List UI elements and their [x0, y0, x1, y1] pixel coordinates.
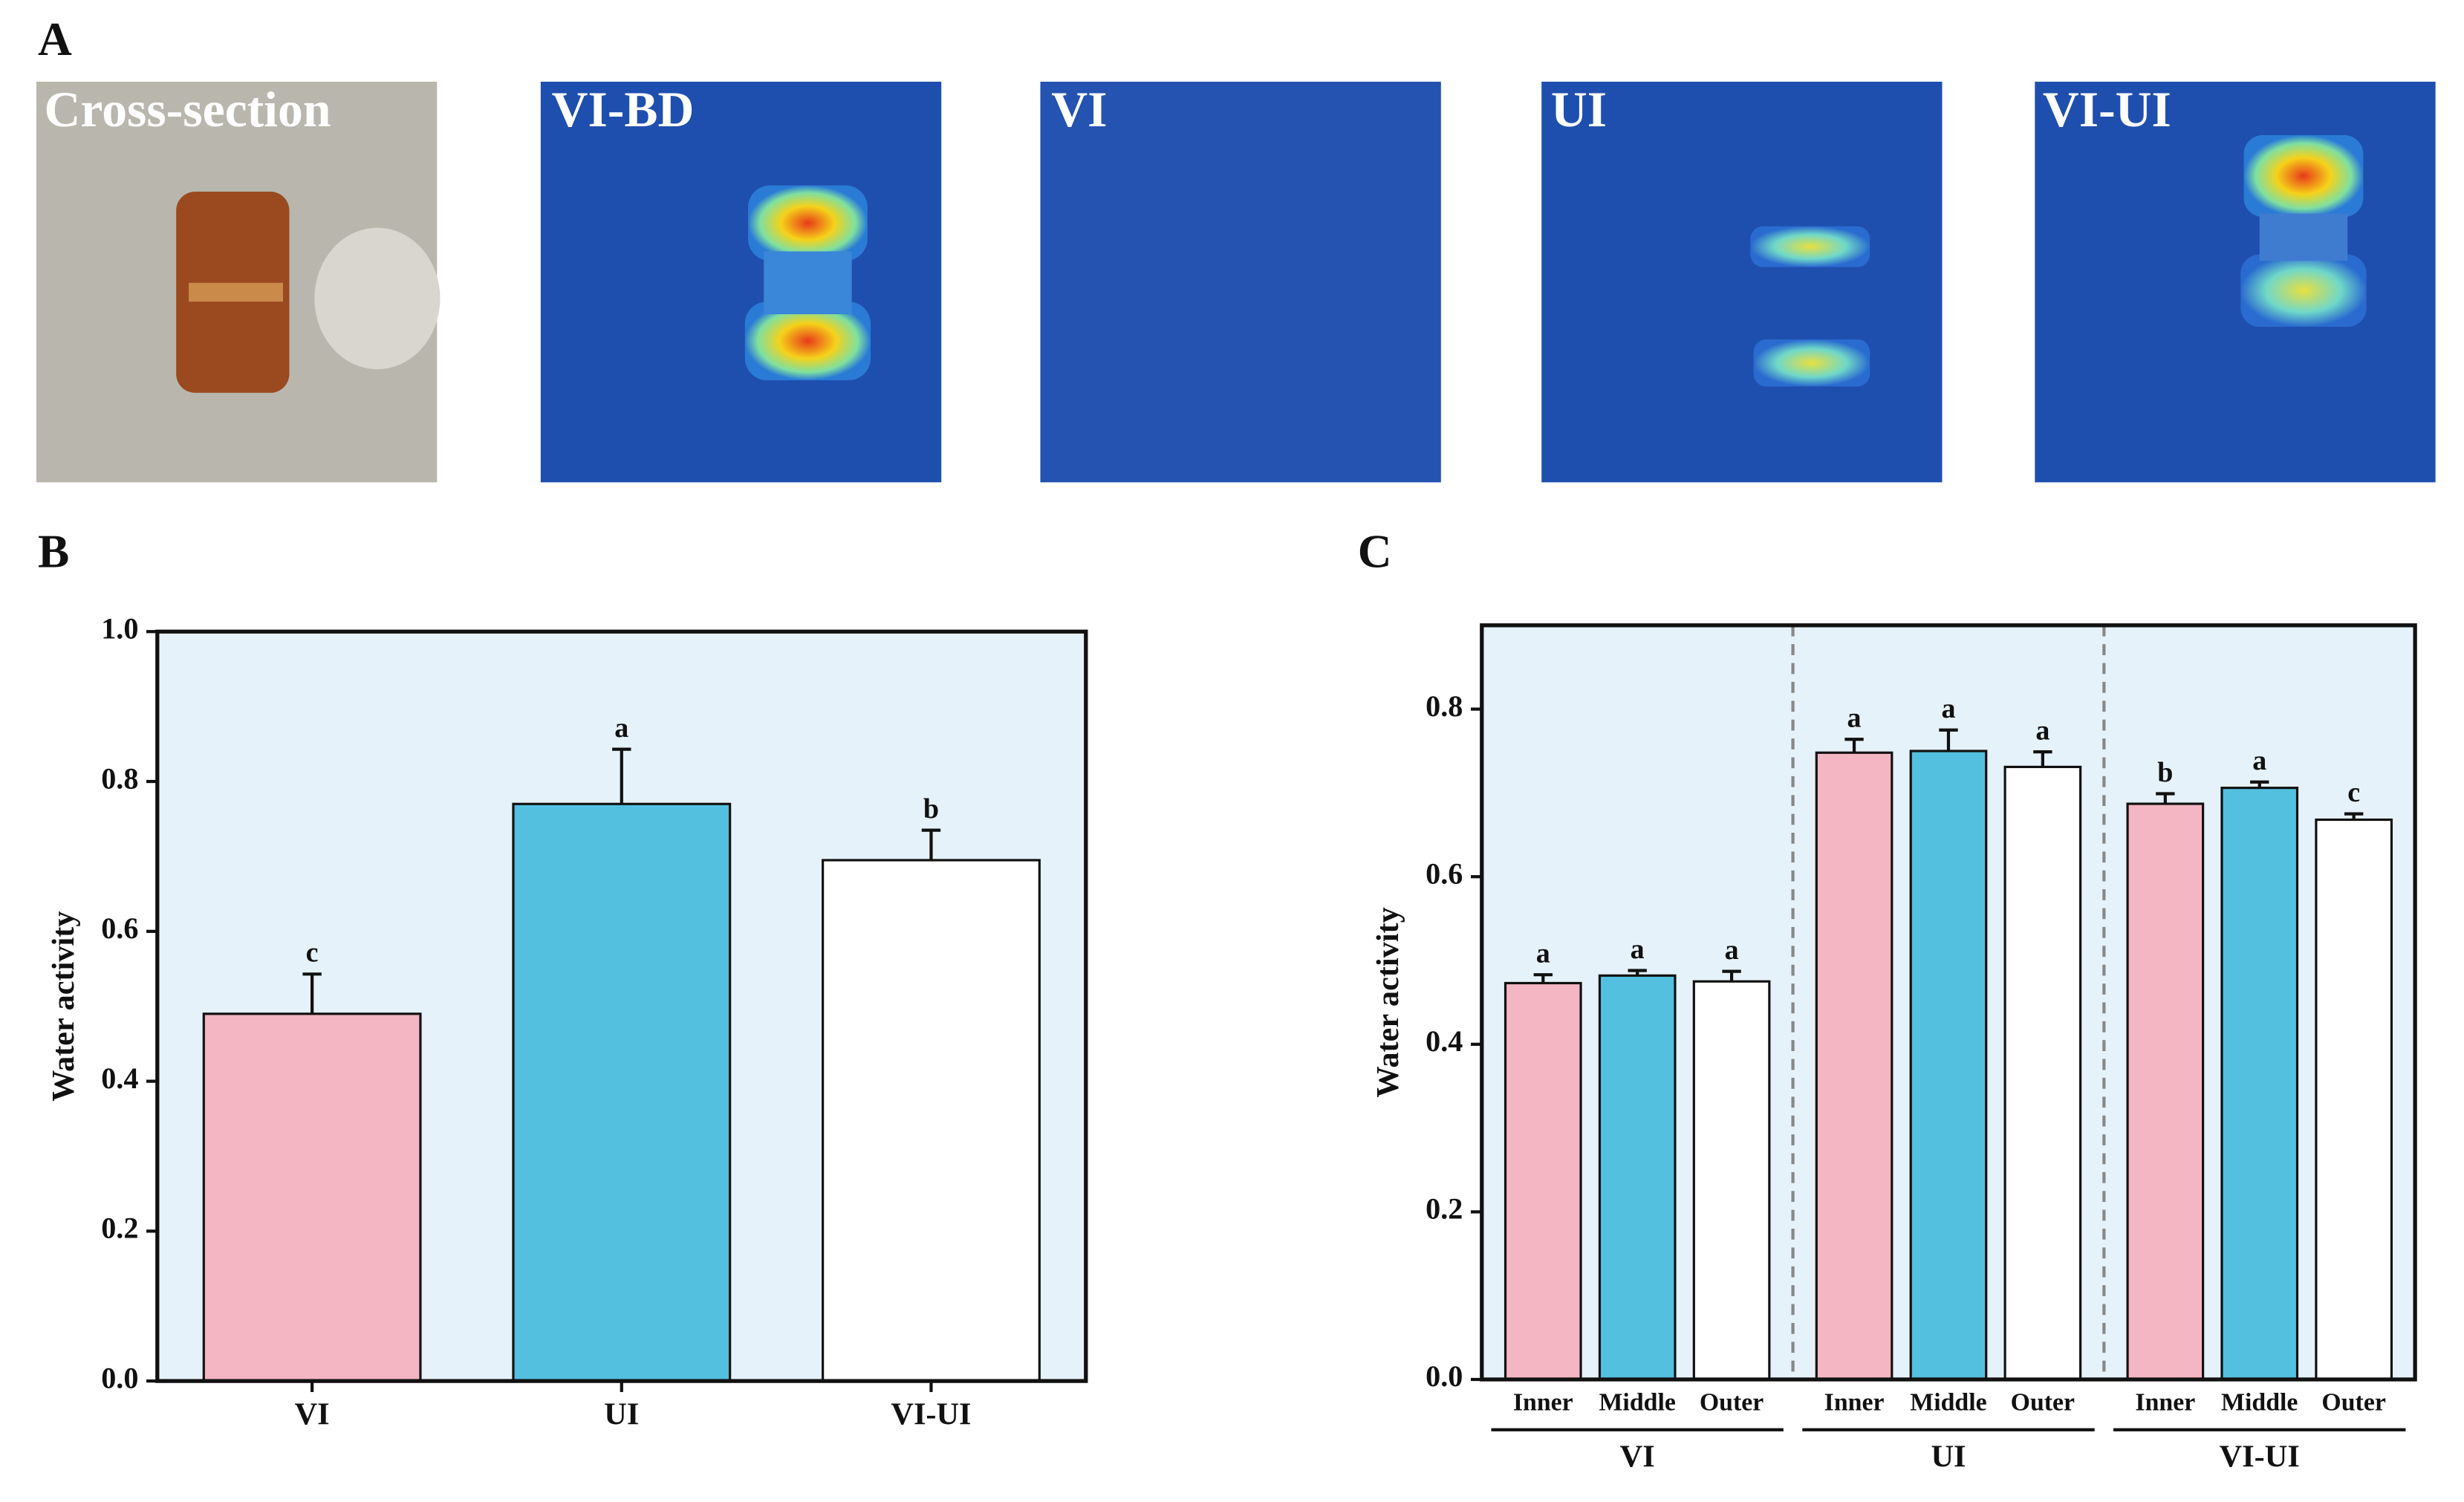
image-ui [1541, 81, 1943, 483]
significance-letter: a [2252, 745, 2266, 776]
significance-letter: a [1631, 934, 1645, 965]
plot-frame [155, 629, 1088, 1383]
image-vi-ui [2035, 81, 2436, 483]
y-tick-label: 0.0 [101, 1361, 138, 1394]
significance-letter: a [1725, 934, 1739, 966]
x-tick-label: VI-UI [891, 1397, 971, 1431]
panel-label: C [1358, 524, 1392, 577]
image-label: VI-BD [552, 82, 695, 137]
significance-letter: a [2035, 715, 2049, 746]
image-vi-bd [540, 81, 942, 483]
image-cross-section [36, 81, 441, 483]
significance-letter: a [1536, 938, 1550, 969]
x-sub-label: Inner [1513, 1389, 1573, 1417]
bar [202, 1012, 422, 1382]
image-label: VI [1051, 82, 1107, 137]
significance-letter: a [1847, 703, 1862, 734]
y-tick-label: 0.6 [101, 911, 138, 945]
panel-label: B [38, 524, 69, 577]
significance-letter: a [614, 712, 628, 744]
plot-frame [1480, 623, 2417, 1382]
x-tick-label: VI-UI [2220, 1440, 2300, 1475]
image-label: Cross-section [45, 82, 331, 137]
y-tick-label: 1.0 [101, 611, 138, 645]
y-tick-label: 0.2 [1426, 1192, 1463, 1226]
bar [822, 859, 1041, 1382]
x-sub-label: Middle [2221, 1389, 2298, 1417]
x-sub-label: Middle [1910, 1389, 1986, 1417]
y-tick-label: 0.4 [1426, 1024, 1463, 1058]
bar [1815, 751, 1893, 1381]
bar [512, 802, 732, 1382]
y-tick-label: 0.0 [1426, 1359, 1463, 1393]
bar [1692, 980, 1771, 1381]
y-axis-label: Water activity [1371, 907, 1405, 1097]
y-tick-label: 0.6 [1426, 856, 1463, 890]
significance-letter: b [2157, 757, 2173, 788]
x-tick-label: VI [1620, 1440, 1655, 1475]
y-tick-label: 0.4 [101, 1062, 138, 1095]
bar [2003, 765, 2082, 1381]
panel-label: A [38, 13, 72, 65]
y-tick-label: 0.8 [1426, 689, 1463, 723]
significance-letter: a [1941, 693, 1955, 724]
x-sub-label: Outer [1700, 1389, 1764, 1417]
x-tick-label: VI [295, 1397, 330, 1431]
bar [2220, 787, 2299, 1381]
x-sub-label: Inner [2135, 1389, 2195, 1417]
significance-letter: c [306, 937, 319, 969]
y-tick-label: 0.2 [101, 1212, 138, 1245]
x-tick-label: UI [1931, 1440, 1966, 1475]
bar [1504, 981, 1582, 1381]
y-axis-label: Water activity [46, 911, 81, 1101]
x-sub-label: Inner [1824, 1389, 1885, 1417]
bar [1598, 974, 1677, 1381]
y-tick-label: 0.8 [101, 761, 138, 795]
significance-letter: c [2347, 777, 2360, 808]
bar [2315, 818, 2393, 1381]
image-label: UI [1551, 82, 1607, 137]
image-labels: Cross-section VI-BD VI UI VI-UI [45, 82, 2171, 137]
image-label: VI-UI [2043, 82, 2171, 137]
x-sub-label: Outer [2011, 1389, 2075, 1417]
x-tick-label: UI [604, 1397, 639, 1431]
bar [1909, 750, 1988, 1381]
x-sub-label: Middle [1599, 1389, 1675, 1417]
x-sub-label: Outer [2321, 1389, 2385, 1417]
bar [2126, 802, 2205, 1381]
significance-letter: b [923, 793, 939, 825]
image-vi [1040, 81, 1441, 483]
